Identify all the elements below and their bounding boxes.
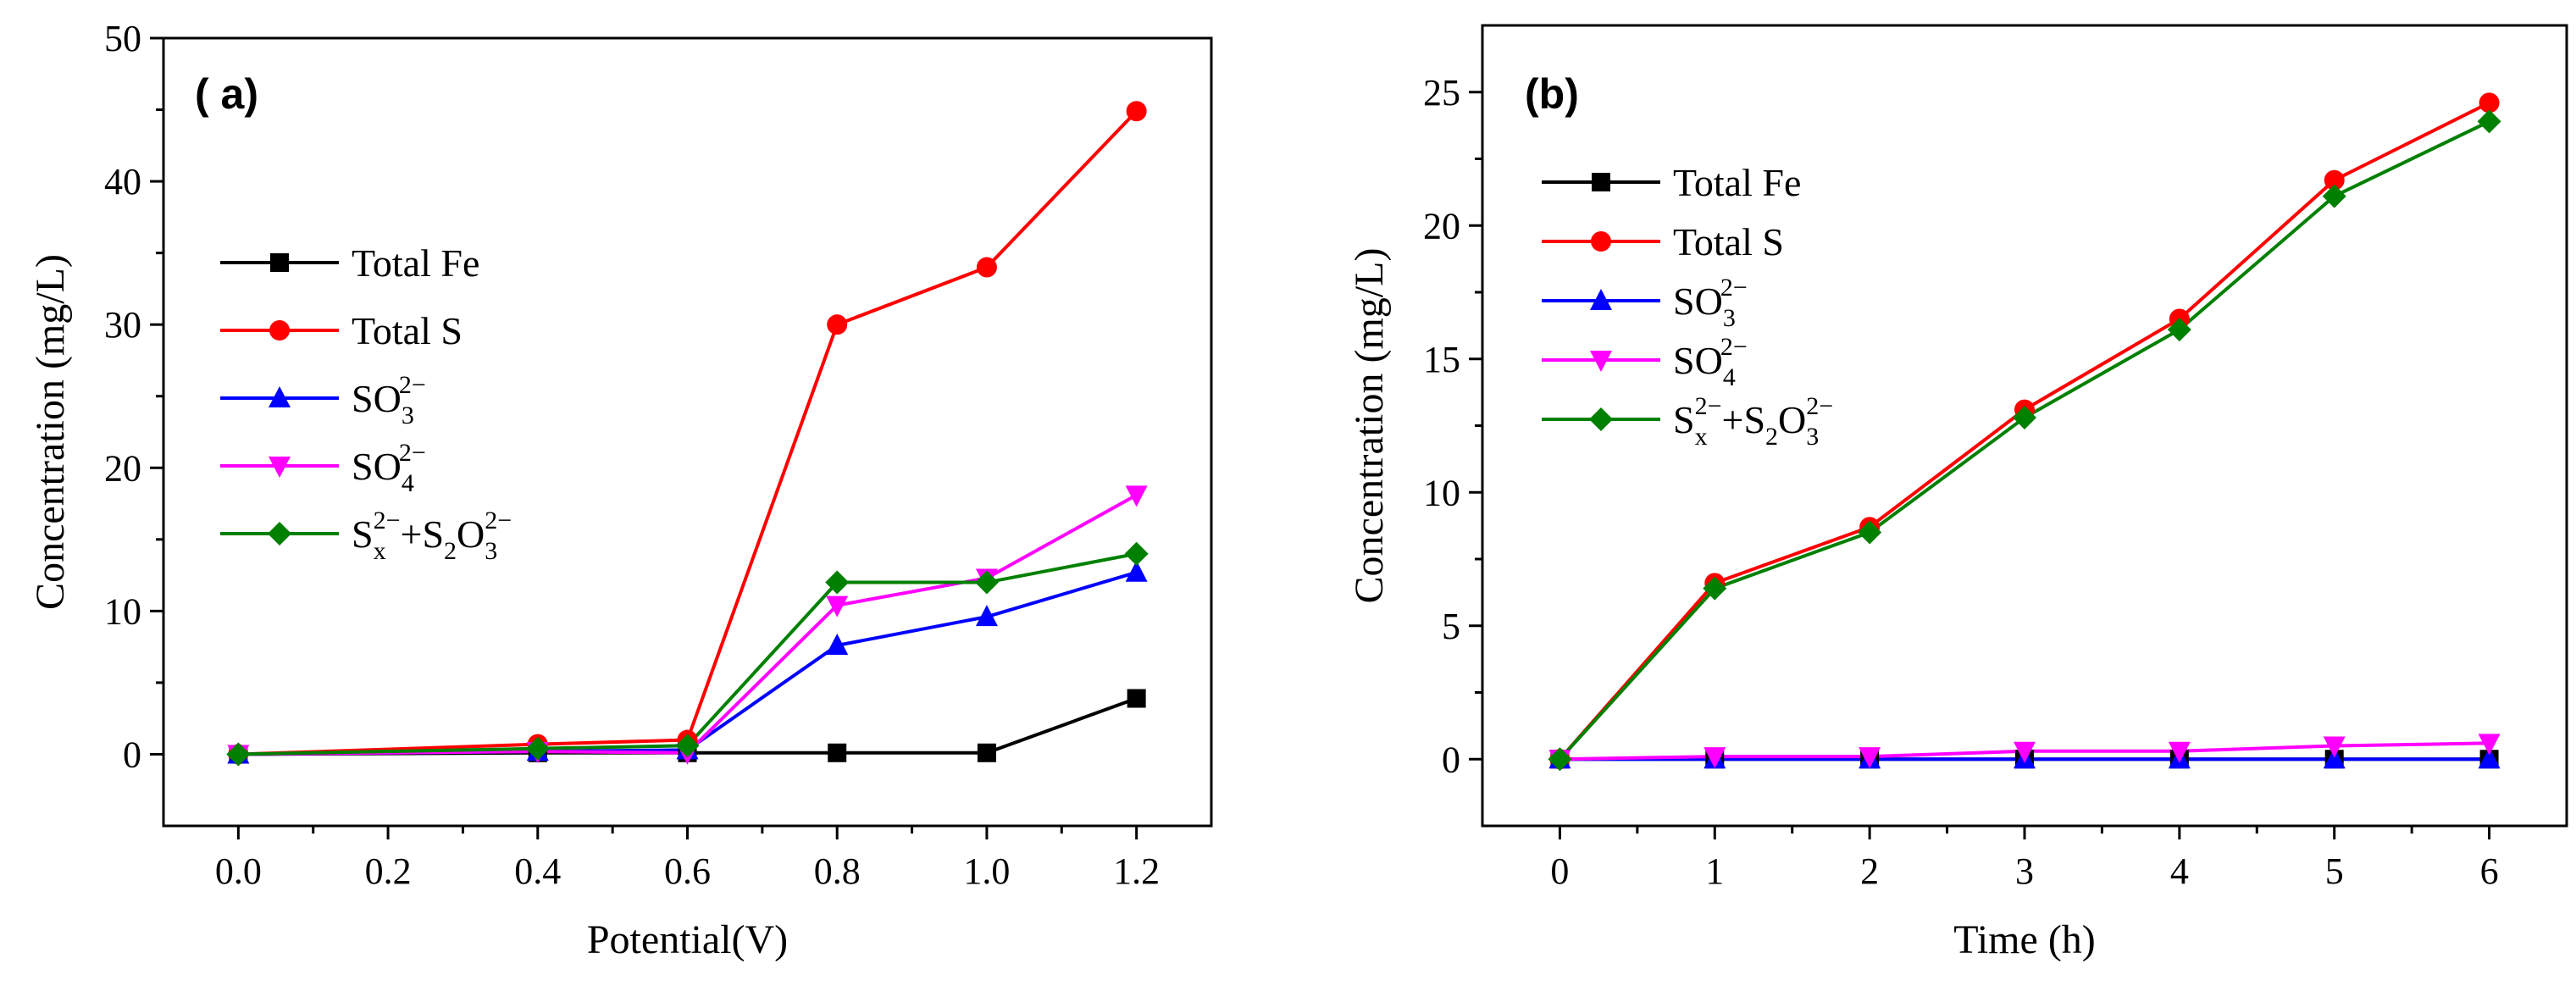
legend-label-so3: SO32− <box>1673 274 1748 332</box>
legend-marker-3 <box>1590 351 1612 372</box>
series-line-2 <box>238 570 1138 756</box>
data-point-series-4 <box>675 734 700 758</box>
data-point-series-3 <box>2014 741 2036 763</box>
data-point-series-3 <box>2323 736 2346 758</box>
data-point-series-1 <box>1126 101 1147 122</box>
legend-marker-4 <box>268 522 291 546</box>
y-tick-label: 5 <box>1442 606 1460 647</box>
data-point-series-4 <box>825 570 850 595</box>
legend-a: Total Fe Total S SO32− SO42− Sx2−+S2O32− <box>220 241 512 565</box>
panel-a-label: ( a) <box>195 70 258 118</box>
legend-marker-1 <box>269 320 290 341</box>
y-tick-label: 25 <box>1423 72 1460 114</box>
y-tick-label: 10 <box>104 590 141 632</box>
data-point-series-3 <box>2478 734 2501 756</box>
x-tick-label: 0.8 <box>814 850 861 892</box>
x-tick-label: 0.2 <box>365 850 412 892</box>
data-point-series-4 <box>2167 318 2191 342</box>
legend-marker-4 <box>1589 407 1613 431</box>
data-point-series-4 <box>2322 184 2346 208</box>
data-point-series-0 <box>828 743 847 762</box>
series-line-1 <box>238 109 1138 756</box>
data-point-series-3 <box>826 595 849 618</box>
legend-marker-3 <box>269 457 291 478</box>
data-point-series-4 <box>974 570 999 595</box>
y-tick-label: 30 <box>104 304 141 346</box>
y-axis-title: Concentration (mg/L) <box>28 254 73 610</box>
data-point-series-2 <box>975 605 998 627</box>
legend-marker-1 <box>1591 231 1611 252</box>
data-point-series-2 <box>2323 747 2346 769</box>
y-tick-label: 0 <box>1442 739 1460 780</box>
data-point-series-3 <box>2168 741 2191 763</box>
data-point-series-4 <box>2477 109 2501 134</box>
x-tick-label: 0.0 <box>215 850 262 892</box>
plot-frame <box>162 36 1213 828</box>
data-point-series-1 <box>976 257 997 278</box>
y-tick-label: 10 <box>1423 472 1460 513</box>
series-line-4 <box>238 551 1138 756</box>
data-point-series-0 <box>977 743 996 762</box>
y-tick-label: 15 <box>1423 339 1460 380</box>
data-point-series-4 <box>1703 576 1727 601</box>
y-tick-label: 20 <box>1423 205 1460 246</box>
data-point-series-2 <box>826 633 849 655</box>
data-point-series-4 <box>1124 541 1149 566</box>
x-tick-label: 3 <box>2015 850 2034 892</box>
y-tick-label: 0 <box>123 734 141 775</box>
y-tick-label: 20 <box>104 447 141 489</box>
data-point-series-3 <box>1703 747 1726 769</box>
data-point-series-1 <box>2479 92 2500 114</box>
data-point-series-4 <box>2013 406 2036 430</box>
data-point-series-1 <box>827 314 848 335</box>
x-tick-label: 6 <box>2480 850 2499 892</box>
y-tick-label: 50 <box>104 18 141 59</box>
x-tick-label: 4 <box>2170 850 2189 892</box>
data-point-series-4 <box>525 736 550 761</box>
legend-marker-0 <box>270 253 289 272</box>
data-point-series-1 <box>2324 169 2345 191</box>
data-point-series-0 <box>1127 689 1146 708</box>
series-line-3 <box>238 493 1138 756</box>
data-point-series-4 <box>226 742 251 767</box>
chart-panel-b: (b) 0 1 2 3 4 5 6 0 5 10 15 20 25 Time (h) Concentrati… <box>1347 24 2568 962</box>
legend-label-total-fe: Total Fe <box>1673 161 1801 204</box>
x-tick-label: 0 <box>1550 850 1569 892</box>
legend-label-so3: SO32− <box>352 371 426 429</box>
panel-b-label: (b) <box>1525 70 1579 118</box>
legend-marker-2 <box>269 386 291 407</box>
y-axis-title: Concentration (mg/L) <box>1347 248 1392 604</box>
legend-label-so4: SO42− <box>352 439 426 497</box>
chart-panel-a: ( a) 0.0 0.2 0.4 0.6 0.8 1.0 1.2 0 10 20 30 40 50 Pot… <box>28 18 1213 962</box>
x-tick-label: 0.4 <box>514 850 561 892</box>
legend-label-total-s: Total S <box>1673 220 1784 263</box>
data-point-series-3 <box>1859 747 1881 769</box>
plot-area-b: 0 1 2 3 4 5 6 0 5 10 15 20 25 Time (h) Concentration (… <box>1347 24 2568 962</box>
x-tick-label: 1.2 <box>1113 850 1160 892</box>
data-point-series-3 <box>1125 485 1148 507</box>
legend-marker-0 <box>1592 173 1610 191</box>
legend-label-total-s: Total S <box>352 309 463 352</box>
plot-area-a: 0.0 0.2 0.4 0.6 0.8 1.0 1.2 0 10 20 30 40 50 Potentia… <box>28 18 1213 962</box>
x-axis-title: Potential(V) <box>587 917 788 962</box>
data-point-series-4 <box>1548 747 1572 772</box>
legend-label-sx-s2o3: Sx2−+S2O32− <box>352 507 512 565</box>
x-tick-label: 1.0 <box>963 850 1010 892</box>
legend-label-so4: SO42− <box>1673 333 1748 391</box>
data-point-series-2 <box>2478 747 2501 769</box>
data-point-series-2 <box>1125 560 1148 582</box>
x-tick-label: 5 <box>2325 850 2344 892</box>
x-tick-label: 1 <box>1705 850 1724 892</box>
legend-b: Total Fe Total S SO32−SO42−Sx2−+S2O32− <box>1542 161 1833 451</box>
x-axis-title: Time (h) <box>1953 917 2096 962</box>
legend-marker-2 <box>1590 289 1612 310</box>
x-tick-label: 2 <box>1860 850 1879 892</box>
x-tick-label: 0.6 <box>664 850 711 892</box>
legend-label-sx-s2o3: Sx2−+S2O32− <box>1673 392 1833 451</box>
y-tick-label: 40 <box>104 161 141 202</box>
data-point-series-4 <box>1858 520 1882 545</box>
legend-label-total-fe: Total Fe <box>352 241 479 285</box>
